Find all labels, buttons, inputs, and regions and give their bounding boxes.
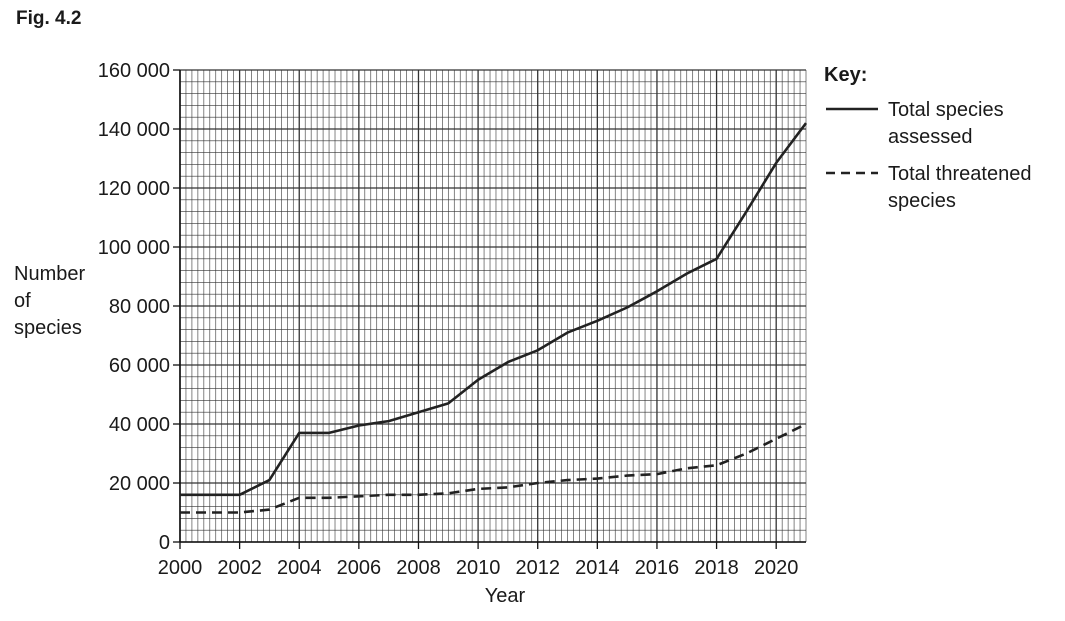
y-tick-label: 20 000	[109, 473, 170, 495]
legend-title: Key:	[824, 64, 868, 86]
legend-label-line: Total threatened	[888, 163, 1032, 185]
x-tick-label: 2010	[456, 557, 501, 579]
x-tick-label: 2006	[337, 557, 382, 579]
legend-label: Total species assessed	[888, 97, 1058, 151]
figure-label: Fig. 4.2	[16, 8, 82, 29]
legend-label: Total threatened species	[888, 161, 1058, 215]
y-tick-label: 100 000	[98, 237, 170, 259]
x-tick-label: 2002	[217, 557, 262, 579]
legend-item-assessed: Total species assessed	[824, 97, 1058, 151]
y-tick-label: 60 000	[109, 355, 170, 377]
legend-label-line: assessed	[888, 126, 973, 148]
x-axis-label: Year	[485, 585, 526, 607]
tick-labels: 0 20 000 40 000 60 000 80 000 100 000 120 000 1…	[98, 60, 799, 579]
legend-label-line: species	[888, 190, 956, 212]
x-tick-label: 2004	[277, 557, 322, 579]
x-tick-label: 2008	[396, 557, 441, 579]
x-tick-label: 2012	[515, 557, 560, 579]
series-line-total-threatened	[180, 422, 807, 514]
y-axis-label-line: of	[14, 290, 31, 312]
y-tick-label: 40 000	[109, 414, 170, 436]
y-tick-label: 160 000	[98, 60, 170, 82]
dashed-line-swatch	[826, 171, 878, 175]
x-tick-label: 2000	[158, 557, 203, 579]
x-tick-label: 2018	[694, 557, 739, 579]
y-axis-label-line: Number	[14, 263, 86, 285]
legend-item-threatened: Total threatened species	[824, 161, 1058, 215]
y-axis-label: Number of species	[14, 261, 85, 342]
solid-line-swatch	[826, 107, 878, 111]
legend-label-line: Total species	[888, 99, 1004, 121]
chart-series	[179, 122, 808, 514]
legend: Key: Total species assessed Total threat…	[824, 64, 1058, 225]
y-tick-label: 80 000	[109, 296, 170, 318]
x-tick-label: 2016	[635, 557, 680, 579]
x-tick-label: 2014	[575, 557, 620, 579]
y-tick-label: 120 000	[98, 178, 170, 200]
y-tick-label: 0	[159, 532, 170, 554]
y-tick-label: 140 000	[98, 119, 170, 141]
series-line-total-assessed	[180, 122, 808, 497]
chart-grid	[179, 69, 807, 543]
x-tick-label: 2020	[754, 557, 799, 579]
y-axis-label-line: species	[14, 317, 82, 339]
